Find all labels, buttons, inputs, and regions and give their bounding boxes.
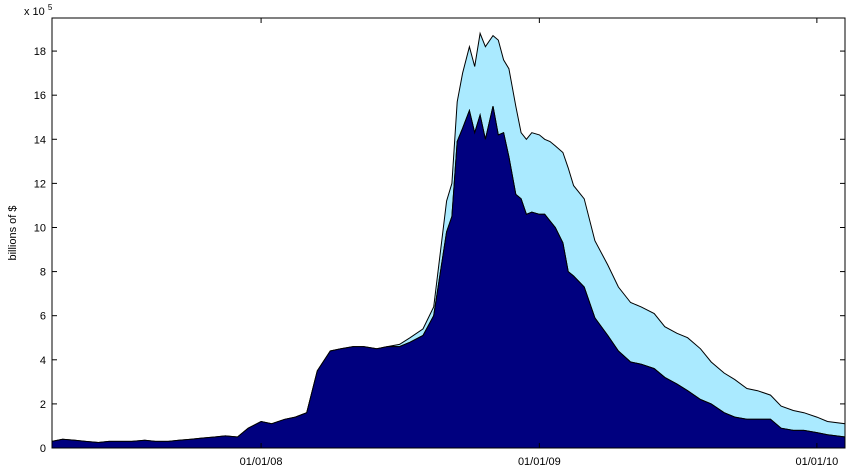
y-tick-label: 2 <box>40 399 46 411</box>
y-tick-label: 10 <box>34 222 46 234</box>
x-tick-label: 01/01/10 <box>795 456 838 468</box>
x-tick-label: 01/01/08 <box>240 456 283 468</box>
x-tick-label: 01/01/09 <box>518 456 561 468</box>
y-axis-title: billions of $ <box>7 205 19 260</box>
y-exponent-base: x 10 <box>24 6 45 18</box>
y-axis: 0 2 4 6 8 10 12 14 16 18 <box>34 46 845 455</box>
y-exponent-power: 5 <box>48 3 53 12</box>
y-tick-label: 12 <box>34 178 46 190</box>
y-tick-label: 0 <box>40 443 46 455</box>
y-tick-label: 14 <box>34 134 46 146</box>
plot-frame <box>51 17 846 449</box>
x-axis: 01/01/08 01/01/09 01/01/10 <box>240 18 838 468</box>
y-tick-label: 18 <box>34 46 46 58</box>
y-tick-label: 4 <box>40 355 46 367</box>
y-tick-label: 8 <box>40 267 46 279</box>
area-layer <box>51 31 846 449</box>
y-exponent-label: x 10 5 <box>24 3 53 18</box>
y-tick-label: 16 <box>34 90 46 102</box>
y-tick-label: 6 <box>40 311 46 323</box>
